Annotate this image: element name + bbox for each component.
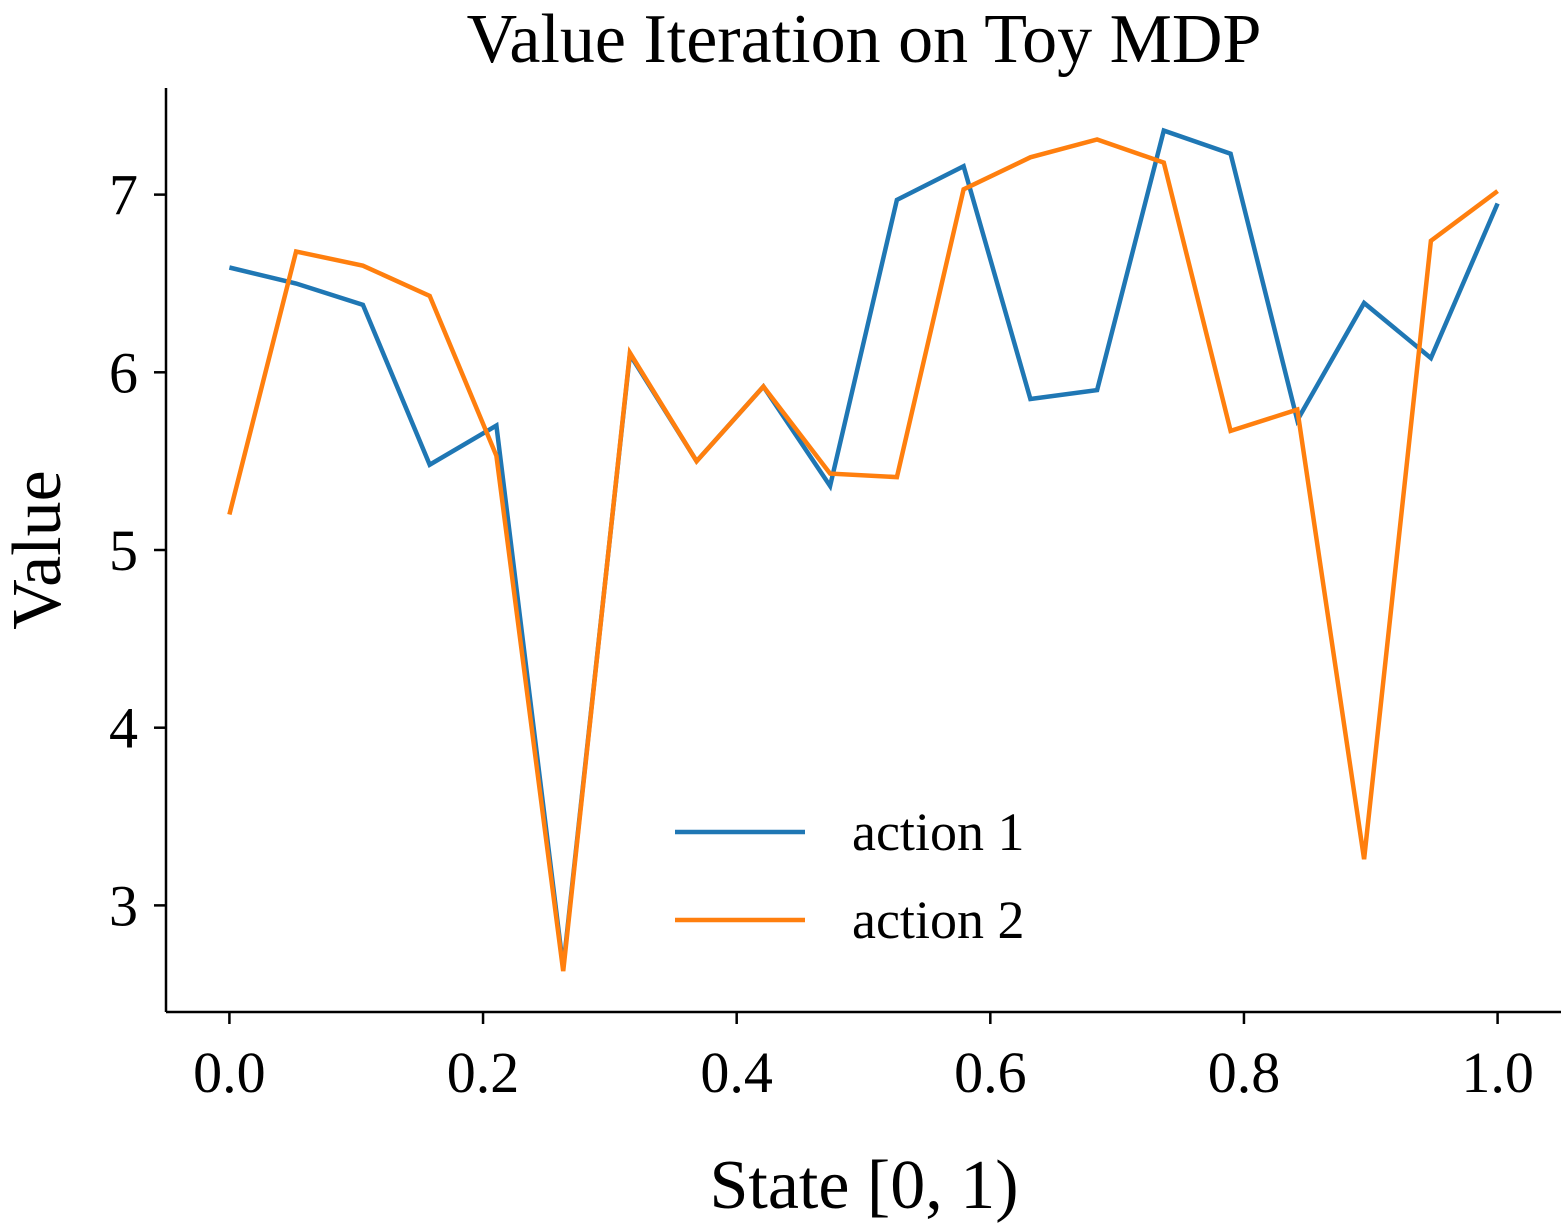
- x-tick-label: 0.0: [193, 1040, 266, 1105]
- series-group: [227, 127, 1500, 972]
- y-axis-ticks: 3 4 5 6 7: [109, 163, 166, 938]
- x-axis-label: State [0, 1): [709, 1147, 1018, 1224]
- x-axis-ticks: 0.0 0.2 0.4 0.6 0.8 1.0: [193, 1012, 1534, 1105]
- y-tick-label: 4: [109, 696, 138, 761]
- x-tick-label: 0.2: [447, 1040, 520, 1105]
- x-tick-label: 1.0: [1461, 1040, 1534, 1105]
- y-tick-label: 5: [109, 518, 138, 583]
- y-tick-label: 7: [109, 163, 138, 228]
- x-tick-label: 0.4: [700, 1040, 773, 1105]
- x-tick-label: 0.6: [954, 1040, 1027, 1105]
- y-axis-label: Value: [0, 470, 76, 629]
- plot-area: 0.0 0.2 0.4 0.6 0.8 1.0 3 4 5 6 7: [109, 88, 1561, 1105]
- legend-label-2: action 2: [852, 890, 1024, 950]
- y-tick-label: 3: [109, 873, 138, 938]
- legend-label-1: action 1: [852, 802, 1024, 862]
- y-tick-label: 6: [109, 340, 138, 405]
- x-tick-label: 0.8: [1208, 1040, 1281, 1105]
- chart-title: Value Iteration on Toy MDP: [467, 1, 1262, 78]
- series-line-2: [227, 137, 1499, 972]
- series-line-1: [228, 127, 1500, 968]
- legend: action 1 action 2: [675, 802, 1024, 950]
